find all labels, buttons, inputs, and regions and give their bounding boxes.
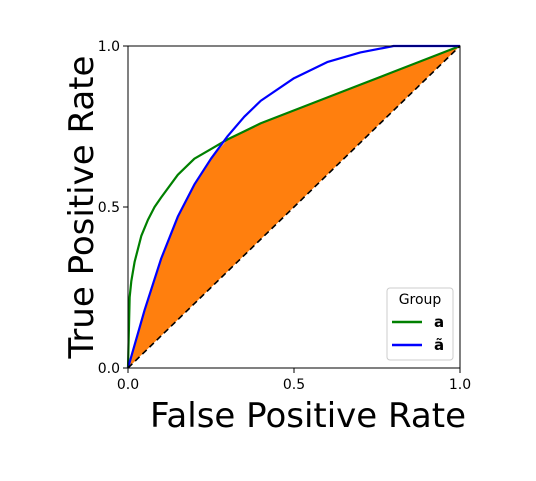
y-tick-label: 0.5: [98, 200, 120, 216]
series-line-a-tilde: [126, 44, 460, 369]
chance-line: [127, 45, 461, 369]
series-line-a: [126, 44, 461, 369]
y-axis-label: True Positive Rate: [62, 56, 102, 360]
legend-title: Group: [399, 292, 442, 308]
y-tick-label: 1.0: [98, 39, 120, 55]
legend-label-a: a: [434, 313, 444, 331]
x-tick-label: 0.0: [117, 377, 139, 393]
legend-label-a-tilde: ã: [434, 336, 444, 354]
legend: Group a ã: [386, 287, 454, 361]
x-tick-label: 1.0: [449, 377, 471, 393]
x-tick-label: 0.5: [283, 377, 305, 393]
y-tick-label: 0.0: [98, 361, 120, 377]
legend-box: [386, 287, 454, 361]
x-axis-label: False Positive Rate: [150, 396, 466, 436]
